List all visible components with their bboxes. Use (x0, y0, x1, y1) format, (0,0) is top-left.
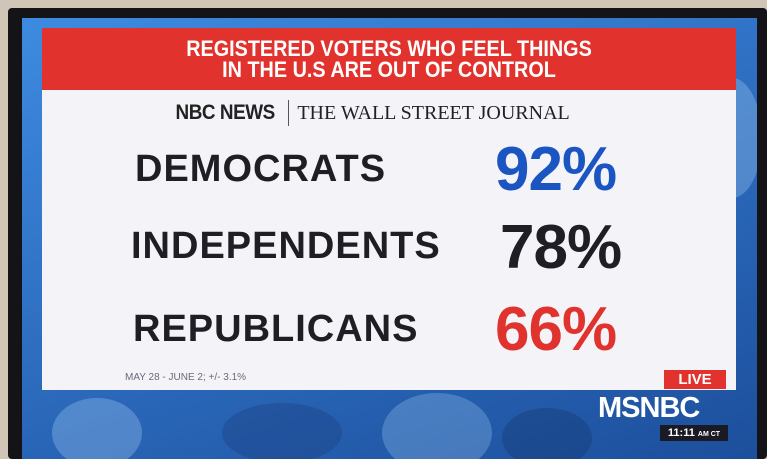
source-logos: NBC NEWS THE WALL STREET JOURNAL (170, 98, 570, 128)
row-label: REPUBLICANS (133, 308, 419, 350)
header: REGISTERED VOTERS WHO FEEL THINGS IN THE… (42, 28, 736, 90)
collage (502, 408, 592, 459)
title-line: REGISTERED VOTERS WHO FEEL THINGS (186, 36, 592, 61)
nbc-logo: NBC NEWS (175, 101, 276, 124)
footnote: MAY 28 - JUNE 2; +/- 3.1% (125, 372, 247, 383)
collage (222, 403, 342, 459)
row-value: 78% (500, 213, 622, 282)
wsj-logo: THE WALL STREET JOURNAL (297, 101, 570, 124)
collage (382, 393, 492, 459)
row-label: DEMOCRATS (135, 148, 387, 190)
row-value: 66% (495, 295, 617, 364)
clock-zone: AM CT (697, 431, 721, 438)
title-line: IN THE U.S ARE OUT OF CONTROL (222, 57, 556, 82)
network-logo: MSNBC (598, 392, 700, 424)
separator (288, 100, 290, 126)
clock: 11:11 AM CT (660, 425, 728, 441)
collage (52, 398, 142, 459)
row-label: INDEPENDENTS (131, 225, 441, 267)
row-value: 92% (495, 135, 617, 204)
live-badge: LIVE (664, 370, 726, 389)
clock-time: 11:11 (667, 427, 695, 439)
